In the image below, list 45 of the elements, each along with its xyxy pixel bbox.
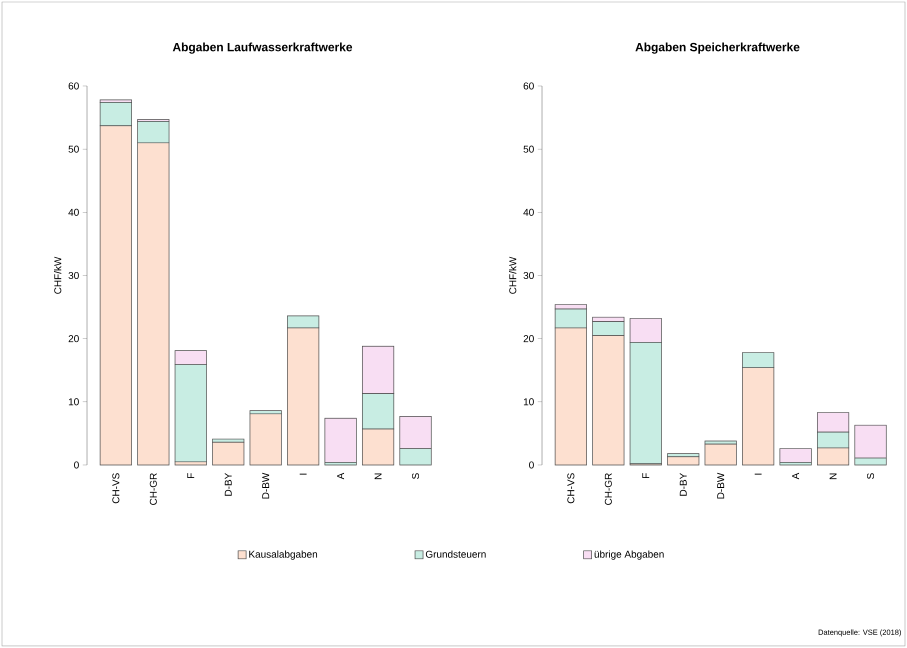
chart-title: Abgaben Speicherkraftwerke (635, 42, 800, 54)
y-tick-label: 40 (68, 208, 79, 216)
x-tick-label: CH-VS (567, 473, 574, 504)
x-tick-label: F (642, 473, 650, 478)
y-tick-label: 0 (74, 461, 79, 469)
y-tick-label: 60 (524, 82, 534, 90)
y-axis-title: CHF/kW (54, 256, 62, 294)
bar (780, 448, 812, 463)
x-tick-label: I (754, 474, 762, 475)
x-tick-label: I (300, 474, 307, 475)
y-tick-label: 30 (68, 272, 79, 280)
y-tick-label: 20 (524, 335, 534, 342)
y-tick-label: 10 (524, 398, 534, 406)
bar (704, 444, 737, 466)
y-tick-label: 50 (68, 146, 79, 153)
x-tick-label: F (187, 473, 194, 478)
y-tick-label: 0 (529, 461, 534, 469)
x-tick-label: N (830, 474, 837, 480)
x-tick-label: D-BW (262, 472, 270, 499)
x-tick-label: CH-VS (112, 473, 120, 504)
x-tick-label: S (867, 473, 874, 479)
bar (667, 456, 700, 466)
y-axis-title: CHF/kW (509, 256, 516, 294)
x-tick-label: D-BW (717, 472, 724, 499)
y-tick-label: 30 (524, 272, 534, 280)
x-tick-label: A (792, 472, 800, 480)
legend-label: Grundsteuern (426, 550, 486, 558)
x-tick-label: A (337, 472, 344, 480)
legend-label: übrige Abgaben (594, 550, 664, 560)
y-tick-label: 40 (523, 208, 534, 216)
legend-label: Kausalabgaben (249, 550, 318, 560)
x-tick-label: S (412, 473, 420, 479)
x-tick-label: CH-GR (604, 473, 612, 505)
y-tick-label: 20 (68, 335, 79, 342)
chart-title: Abgaben Laufwasserkraftwerke (172, 42, 352, 54)
x-tick-label: D-BY (680, 472, 687, 496)
bar (212, 442, 244, 466)
bar (324, 418, 357, 463)
x-tick-label: N (374, 474, 382, 480)
x-tick-label: CH-GR (150, 473, 157, 505)
bar (250, 413, 282, 466)
y-tick-label: 10 (68, 398, 79, 406)
x-tick-label: D-BY (224, 472, 232, 496)
y-tick-label: 50 (524, 146, 534, 153)
y-tick-label: 60 (68, 82, 79, 90)
